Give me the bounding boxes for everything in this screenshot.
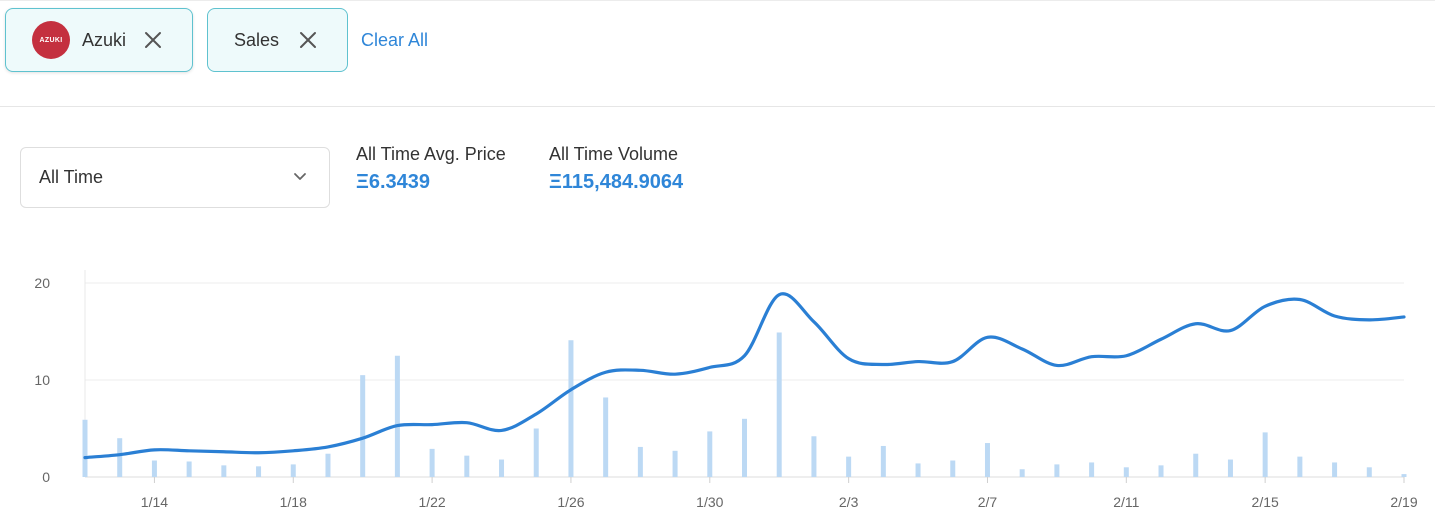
x-tick-label: 2/3	[839, 494, 859, 510]
y-tick-label: 10	[34, 372, 50, 388]
top-border	[0, 0, 1435, 1]
x-tick-label: 2/15	[1252, 494, 1279, 510]
volume-bar	[880, 445, 886, 477]
volume-bar	[707, 431, 713, 477]
period-select-value: All Time	[39, 167, 104, 187]
x-tick-label: 1/22	[418, 494, 445, 510]
collection-logo: AZUKI	[32, 21, 70, 59]
x-tick-label: 1/30	[696, 494, 723, 510]
x-tick-label: 2/7	[978, 494, 998, 510]
volume-bar	[117, 438, 123, 477]
type-filter-label: Sales	[234, 30, 280, 50]
y-tick-label: 20	[34, 275, 50, 291]
avg-price-line	[83, 292, 1406, 460]
price-volume-chart: 0 10 20 1/14 1/18 1/22 1/26 1/30 2/3 2/7 2/11 2/15…	[34, 270, 1418, 510]
volume-label: All Time Volume	[549, 144, 679, 164]
volume-bar	[82, 419, 88, 477]
volume-bar	[464, 455, 470, 477]
x-tick-label: 2/11	[1113, 494, 1139, 510]
chevron-down-icon	[294, 173, 306, 180]
volume-bar	[846, 456, 852, 477]
x-tick-label: 2/19	[1390, 494, 1417, 510]
type-filter-chip[interactable]: Sales	[207, 8, 348, 72]
volume-bar	[325, 453, 331, 477]
avg-price-label: All Time Avg. Price	[356, 144, 506, 164]
avg-price-stat: All Time Avg. Price Ξ6.3439	[356, 144, 506, 194]
period-select[interactable]: All Time	[20, 147, 330, 208]
volume-bar	[499, 459, 505, 477]
volume-bar	[151, 460, 157, 477]
volume-bar	[1193, 453, 1199, 477]
volume-bar	[915, 463, 921, 477]
volume-bar	[360, 375, 366, 477]
volume-bar	[1297, 456, 1303, 477]
volume-bar	[672, 450, 678, 477]
volume-bar	[811, 436, 817, 477]
volume-bar	[776, 332, 782, 477]
volume-bar	[1019, 469, 1025, 477]
volume-bar	[742, 418, 747, 477]
volume-bar	[1332, 462, 1338, 477]
x-tick-label: 1/26	[557, 494, 584, 510]
x-tick-label: 1/14	[141, 494, 168, 510]
volume-bar	[186, 461, 192, 477]
collection-filter-chip[interactable]: AZUKI Azuki	[5, 8, 193, 72]
volume-bar	[533, 428, 539, 477]
volume-bar	[603, 397, 609, 477]
volume-bar	[637, 446, 643, 477]
close-icon[interactable]	[299, 31, 317, 49]
filter-bar: AZUKI Azuki Sales Clear All	[0, 0, 1435, 107]
volume-bar	[1123, 467, 1129, 477]
volume-bar	[256, 466, 262, 477]
volume-bar	[1089, 462, 1095, 477]
volume-bar	[394, 355, 400, 477]
volume-bar	[1054, 464, 1060, 477]
volume-bar	[984, 443, 990, 477]
volume-bar	[1158, 465, 1164, 477]
clear-all-link[interactable]: Clear All	[361, 30, 429, 50]
volume-bar	[1401, 474, 1407, 477]
volume-stat: All Time Volume Ξ115,484.9064	[549, 144, 683, 194]
avg-price-value: Ξ6.3439	[356, 171, 431, 193]
volume-bar	[950, 460, 956, 477]
volume-bar	[1227, 459, 1233, 477]
volume-bar	[568, 340, 574, 477]
volume-bar	[221, 465, 227, 477]
close-icon[interactable]	[144, 31, 162, 49]
volume-value: Ξ115,484.9064	[549, 171, 684, 193]
volume-bar	[290, 464, 296, 477]
volume-bar	[429, 448, 435, 477]
volume-bar	[1366, 467, 1372, 477]
x-tick-label: 1/18	[280, 494, 307, 510]
volume-bar	[1262, 432, 1268, 477]
collection-filter-label: Azuki	[82, 30, 127, 50]
y-tick-label: 0	[42, 469, 50, 485]
